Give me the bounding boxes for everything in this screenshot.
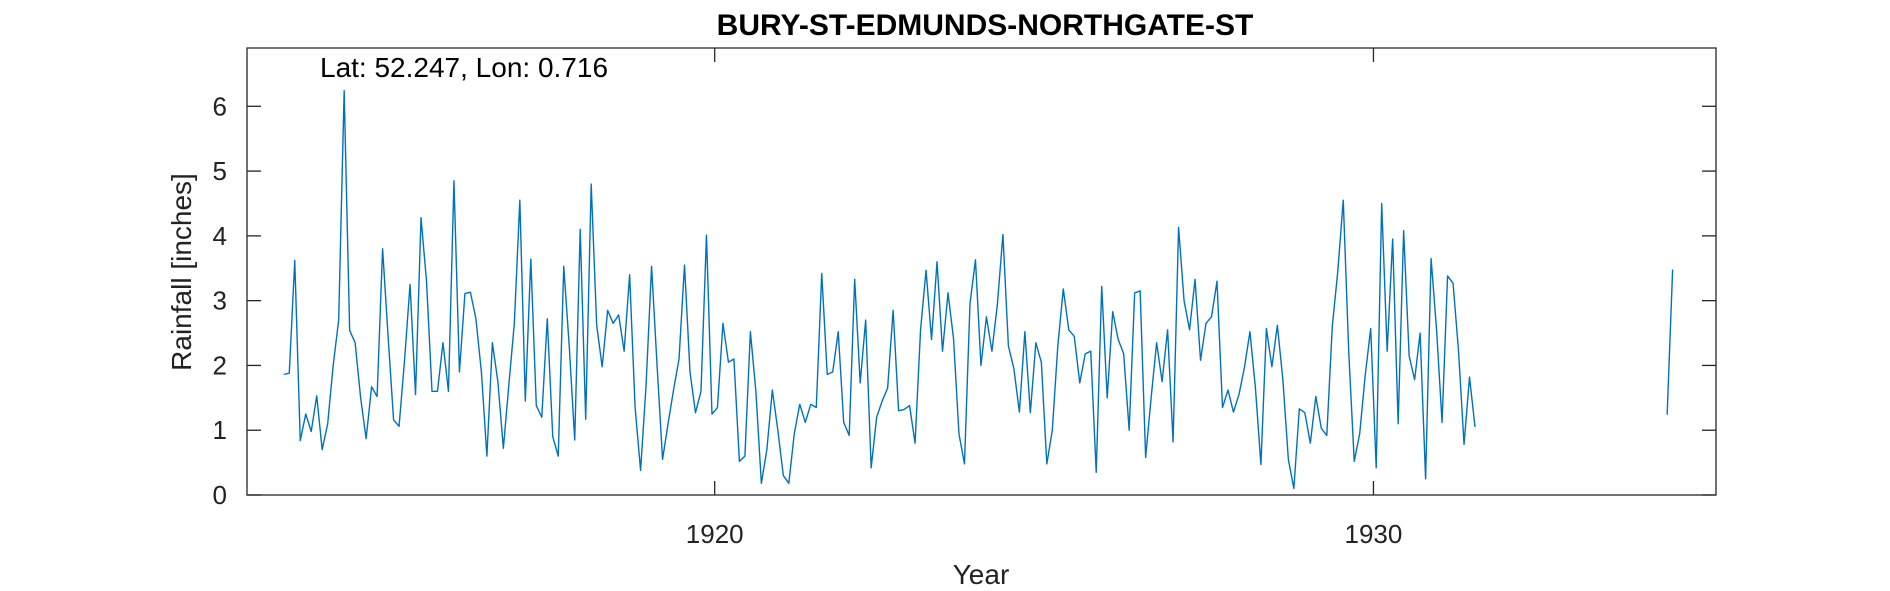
x-tick-label: 1920 [686,519,744,549]
chart-title: BURY-ST-EDMUNDS-NORTHGATE-ST [717,9,1254,42]
y-tick-label: 2 [213,350,227,380]
series-group [283,90,1674,490]
y-tick-label: 5 [213,156,227,186]
x-tick-label: 1930 [1345,519,1403,549]
y-tick-label: 4 [213,221,227,251]
x-axis: 1920 1930 [686,48,1403,549]
y-tick-label: 0 [213,480,227,510]
y-axis: 0 1 2 3 4 5 6 [213,91,1716,510]
y-axis-label: Rainfall [inches] [166,173,197,371]
y-tick-label: 6 [213,91,227,121]
y-tick-label: 1 [213,415,227,445]
coordinates-annotation: Lat: 52.247, Lon: 0.716 [320,52,608,83]
series-line-segment [1666,269,1674,415]
y-tick-label: 3 [213,286,227,316]
plot-frame [246,47,1717,496]
series-line-segment [283,90,1476,490]
x-axis-label: Year [953,559,1010,590]
